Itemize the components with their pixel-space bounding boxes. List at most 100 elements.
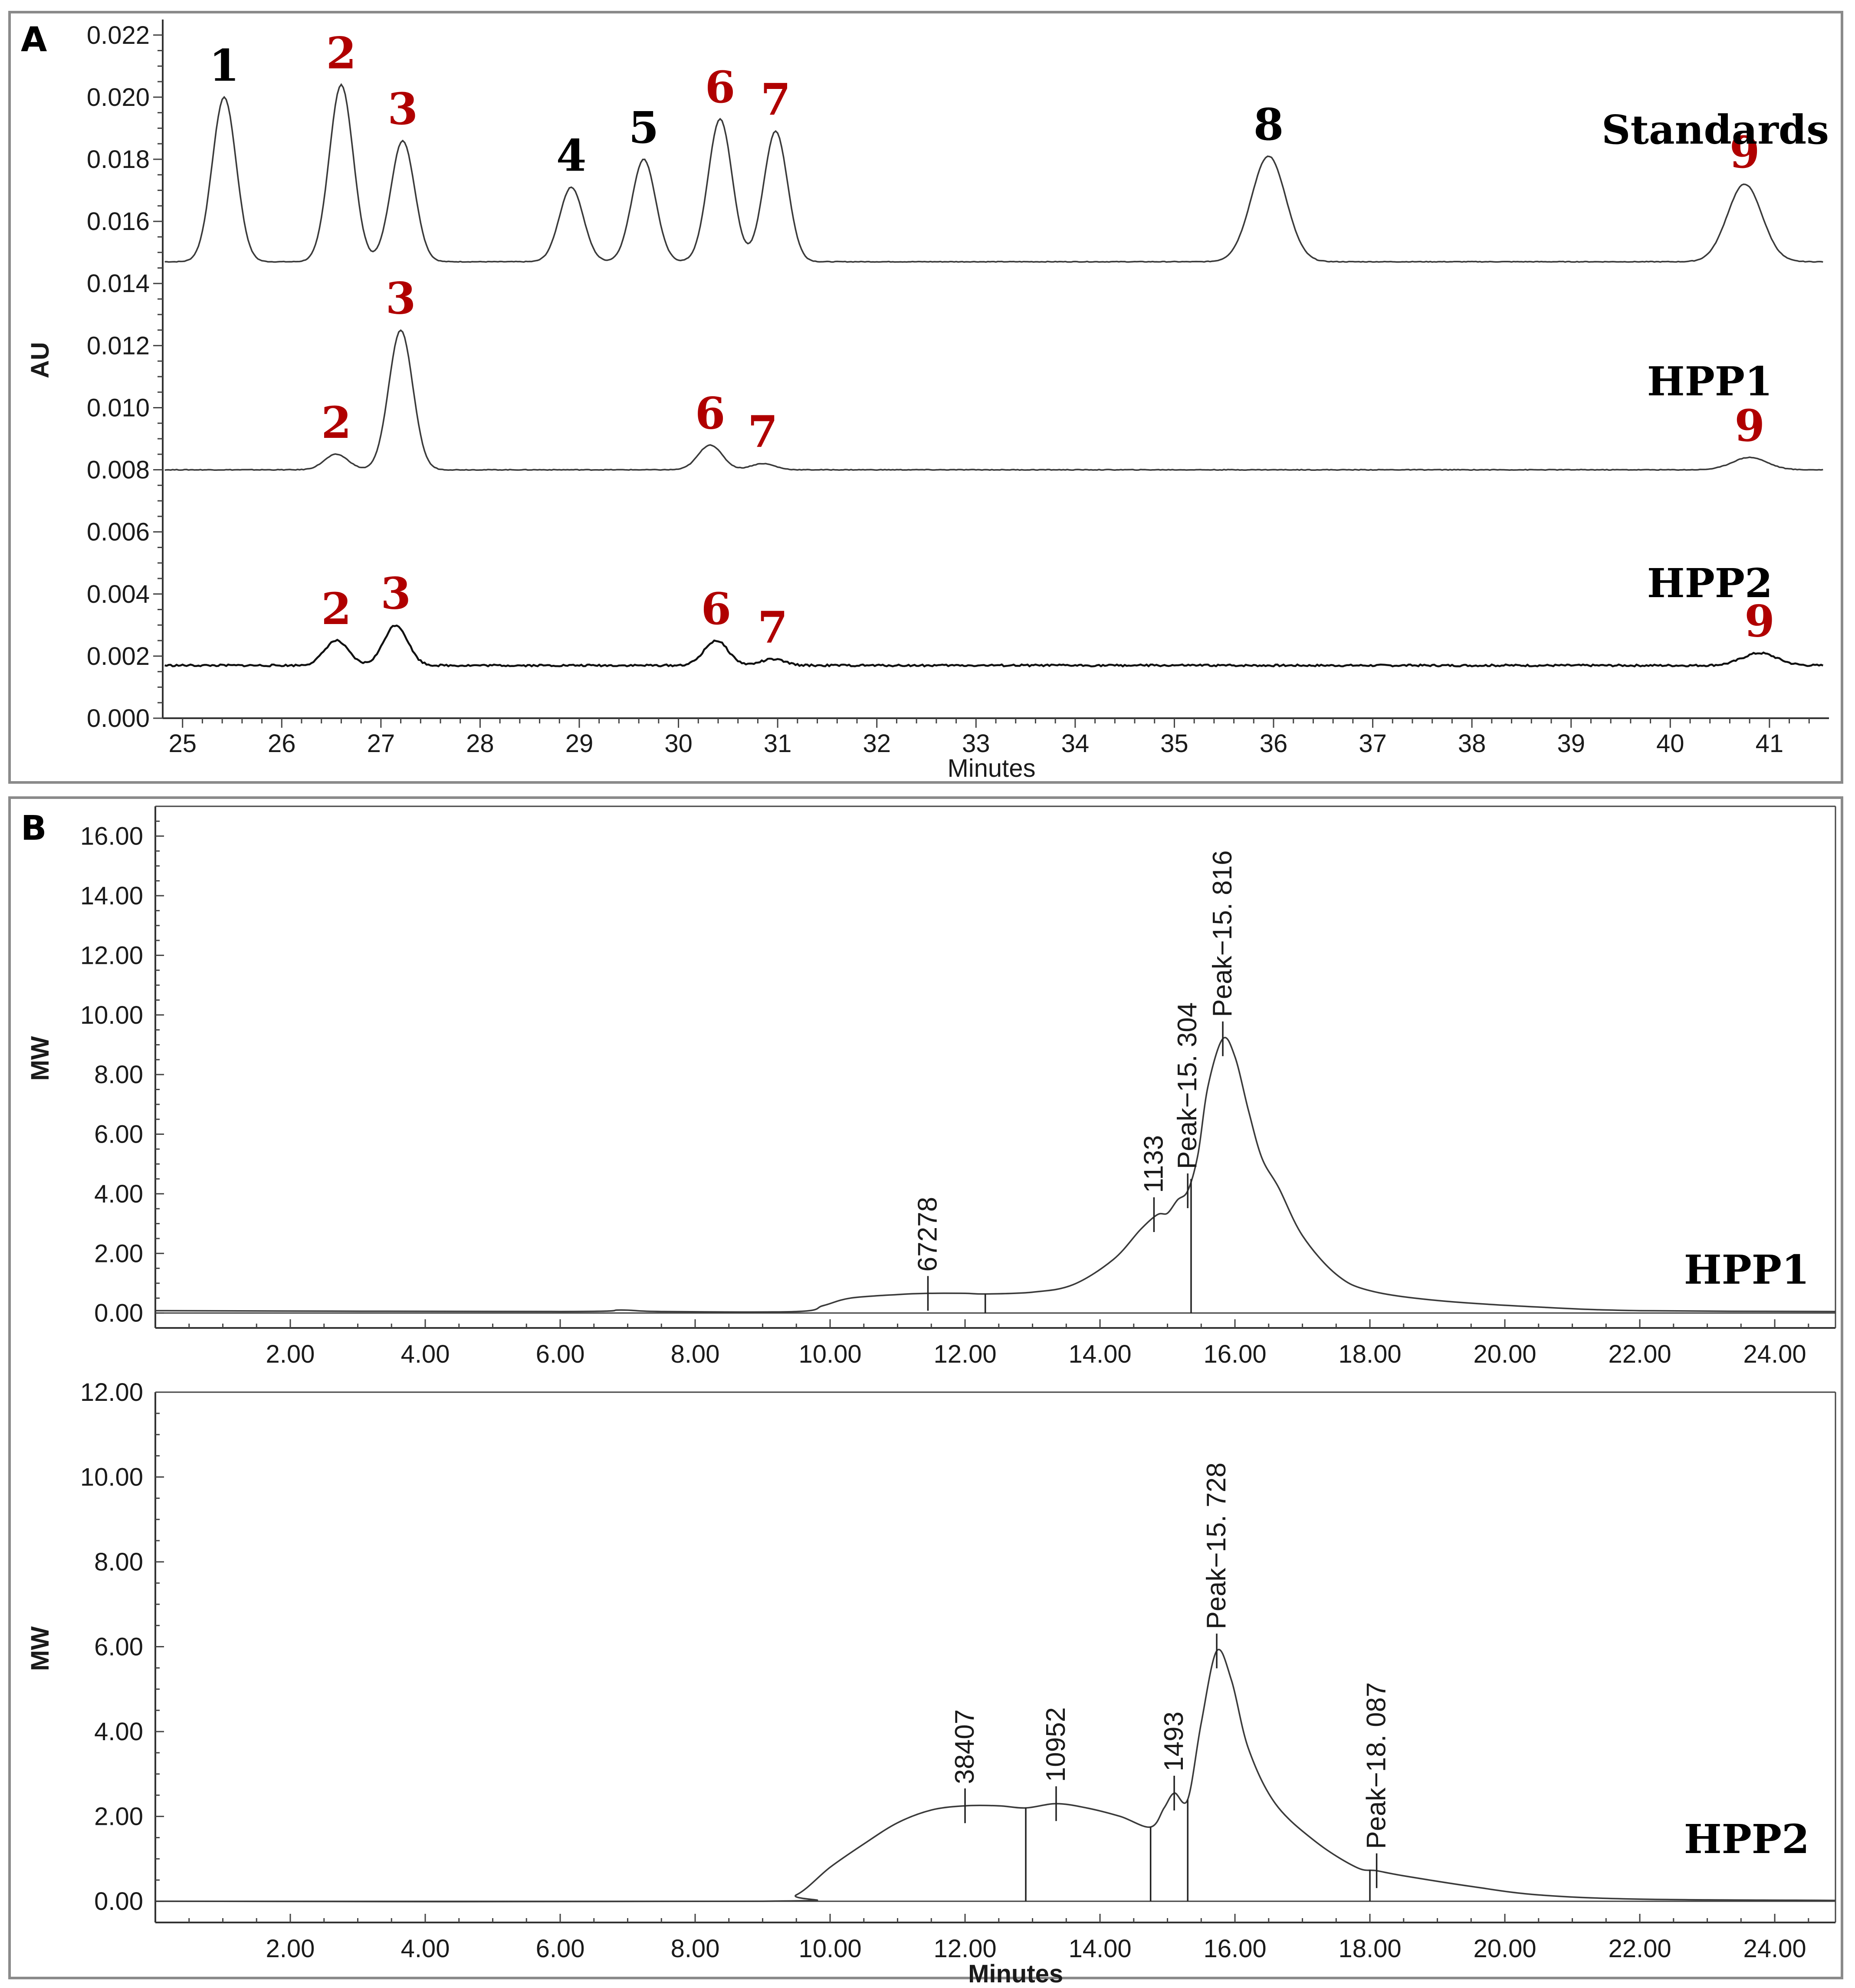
x-tick-label: 2.00 xyxy=(266,1340,315,1368)
x-tick-label: 18.00 xyxy=(1338,1340,1401,1368)
peak-label-peak-18-087: Peak−18. 087 xyxy=(1362,1682,1392,1849)
peak-label-standards-1: 1 xyxy=(209,40,240,91)
peak-label-hpp2-7: 7 xyxy=(758,602,788,653)
x-tick-label: 22.00 xyxy=(1608,1935,1671,1963)
series-label-hpp1-b: HPP1 xyxy=(1684,1246,1809,1293)
panel-a-letter: A xyxy=(21,20,47,59)
y-tick-label: 0.000 xyxy=(87,704,150,733)
y-tick-label: 8.00 xyxy=(94,1061,143,1089)
trace-hpp1 xyxy=(155,1037,1836,1313)
x-tick-label: 31 xyxy=(764,729,792,758)
y-tick-label: 8.00 xyxy=(94,1548,143,1576)
y-tick-label: 0.018 xyxy=(87,145,150,174)
x-tick-label: 20.00 xyxy=(1473,1340,1536,1368)
y-tick-label: 0.006 xyxy=(87,518,150,546)
y-tick-label: 10.00 xyxy=(80,1463,143,1492)
peak-label-peak-15-728: Peak−15. 728 xyxy=(1202,1462,1231,1629)
series-label-hpp2-b: HPP2 xyxy=(1684,1816,1809,1863)
x-tick-label: 37 xyxy=(1359,729,1387,758)
trace-standards xyxy=(164,83,1823,263)
y-tick-label: 4.00 xyxy=(94,1718,143,1746)
x-tick-label: 25 xyxy=(168,729,197,758)
y-tick-label: 2.00 xyxy=(94,1803,143,1831)
y-axis-title: MW xyxy=(26,1036,54,1081)
y-tick-label: 10.00 xyxy=(80,1001,143,1029)
x-tick-label: 29 xyxy=(565,729,594,758)
y-tick-label: 0.00 xyxy=(94,1299,143,1328)
x-tick-label: 41 xyxy=(1756,729,1784,758)
x-tick-label: 2.00 xyxy=(266,1935,315,1963)
peak-label-hpp2-2: 2 xyxy=(321,583,351,634)
x-tick-label: 16.00 xyxy=(1203,1340,1266,1368)
trace-hpp2 xyxy=(164,624,1824,668)
y-tick-label: 0.012 xyxy=(87,332,150,360)
x-tick-label: 27 xyxy=(367,729,395,758)
y-axis-title: MW xyxy=(26,1626,54,1671)
x-tick-label: 24.00 xyxy=(1743,1340,1806,1368)
x-tick-label: 8.00 xyxy=(671,1340,720,1368)
y-tick-label: 6.00 xyxy=(94,1633,143,1661)
x-tick-label: 8.00 xyxy=(671,1935,720,1963)
y-tick-label: 0.010 xyxy=(87,394,150,422)
y-axis-title: AU xyxy=(26,342,54,378)
x-tick-label: 10.00 xyxy=(798,1340,861,1368)
peak-label-standards-6: 6 xyxy=(705,62,735,113)
series-label-standards: Standards xyxy=(1602,106,1829,153)
x-tick-label: 34 xyxy=(1061,729,1090,758)
peak-label-38407: 38407 xyxy=(950,1709,980,1784)
x-tick-label: 30 xyxy=(664,729,693,758)
x-tick-label: 20.00 xyxy=(1473,1935,1536,1963)
panel-b-frame xyxy=(8,796,1843,1979)
trace-hpp1 xyxy=(164,329,1823,471)
y-tick-label: 0.016 xyxy=(87,207,150,236)
x-tick-label: 22.00 xyxy=(1608,1340,1671,1368)
peak-label-1493: 1493 xyxy=(1159,1712,1189,1771)
peak-label-standards-4: 4 xyxy=(556,130,587,181)
peak-label-10952: 10952 xyxy=(1041,1707,1071,1782)
y-tick-label: 0.014 xyxy=(87,269,150,298)
y-tick-label: 14.00 xyxy=(80,882,143,910)
x-tick-label: 33 xyxy=(962,729,990,758)
peak-label-peak-15-304: Peak−15. 304 xyxy=(1172,1002,1202,1169)
series-label-hpp1: HPP1 xyxy=(1647,358,1773,405)
trace-hpp2 xyxy=(155,1649,1836,1903)
peak-label-67278: 67278 xyxy=(913,1197,942,1272)
x-tick-label: 26 xyxy=(268,729,296,758)
y-tick-label: 0.020 xyxy=(87,83,150,112)
x-tick-label: 12.00 xyxy=(933,1935,996,1963)
peak-label-hpp1-3: 3 xyxy=(386,273,416,324)
y-tick-label: 12.00 xyxy=(80,1378,143,1406)
panel-b-hpp1-chart: 0.00 2.00 4.00 6.00 8.00 10.00 12.00 14.00 16.00… xyxy=(26,805,1836,1368)
y-tick-label: 6.00 xyxy=(94,1121,143,1149)
y-tick-label: 0.00 xyxy=(94,1887,143,1916)
x-axis-title: Minutes xyxy=(947,754,1035,782)
x-tick-label: 12.00 xyxy=(933,1340,996,1368)
x-tick-label: 18.00 xyxy=(1338,1935,1401,1963)
x-tick-label: 14.00 xyxy=(1068,1935,1131,1963)
peak-label-hpp1-7: 7 xyxy=(748,406,778,457)
peak-label-standards-9: 9 xyxy=(1730,127,1760,178)
peak-label-hpp1-9: 9 xyxy=(1734,400,1765,451)
x-tick-label: 28 xyxy=(466,729,494,758)
x-tick-label: 6.00 xyxy=(536,1935,585,1963)
x-tick-label: 40 xyxy=(1656,729,1684,758)
x-tick-label: 39 xyxy=(1557,729,1585,758)
x-tick-label: 4.00 xyxy=(401,1340,450,1368)
peak-label-hpp1-6: 6 xyxy=(695,388,726,439)
series-label-hpp2: HPP2 xyxy=(1647,560,1773,607)
x-tick-label: 24.00 xyxy=(1743,1935,1806,1963)
peak-label-hpp2-6: 6 xyxy=(701,583,732,634)
peak-label-peak-15-816: Peak−15. 816 xyxy=(1208,850,1238,1017)
y-tick-label: 0.004 xyxy=(87,580,150,608)
y-tick-label: 4.00 xyxy=(94,1180,143,1208)
panel-b-letter: B xyxy=(21,809,46,848)
peak-label-standards-7: 7 xyxy=(761,74,791,125)
x-axis-title: Minutes xyxy=(968,1960,1063,1988)
peak-label-standards-3: 3 xyxy=(387,83,418,135)
panel-a-chart: 0.000 0.002 0.004 0.006 0.008 0.010 0.012 0.014… xyxy=(26,20,1829,782)
x-tick-label: 32 xyxy=(863,729,891,758)
peak-label-hpp2-3: 3 xyxy=(381,568,411,619)
x-tick-label: 14.00 xyxy=(1068,1340,1131,1368)
peak-label-1133: 1133 xyxy=(1139,1135,1169,1193)
